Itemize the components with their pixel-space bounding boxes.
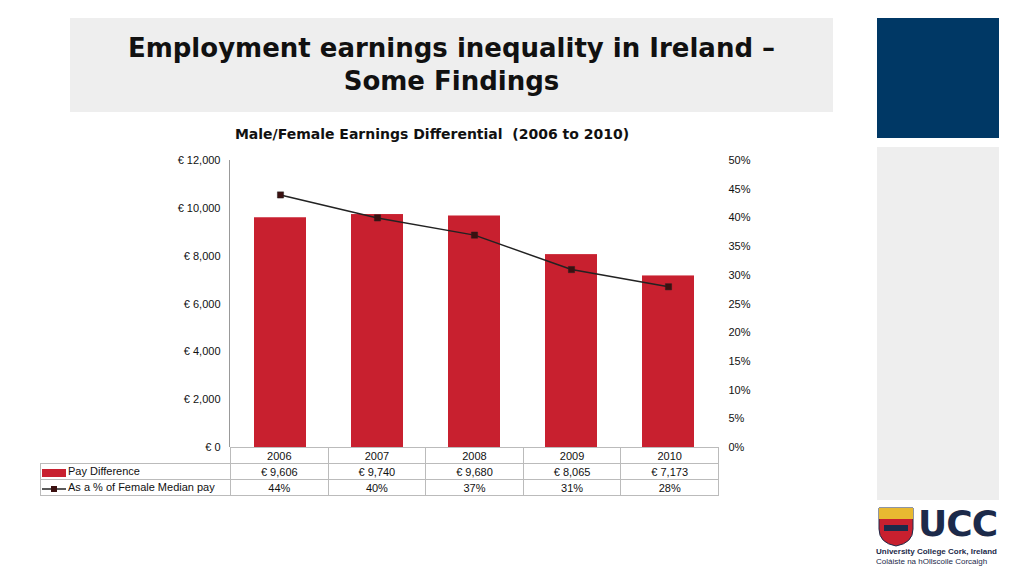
html-text:Coláiste na hOllscoile Corcaig: Coláiste na hOllscoile Corcaigh — [876, 557, 988, 566]
svg-text:0%: 0% — [729, 441, 745, 452]
html-text:€ 9,740: € 9,740 — [358, 465, 396, 478]
svg-text:15%: 15% — [729, 355, 751, 367]
svg-text:40%: 40% — [729, 211, 751, 223]
svg-text:€ 12,000: € 12,000 — [178, 154, 221, 166]
svg-text:30%: 30% — [729, 269, 751, 281]
html-text:As a % of Female Median pay: As a % of Female Median pay — [68, 481, 215, 494]
svg-text:€ 6,000: € 6,000 — [184, 298, 221, 310]
svg-text:20%: 20% — [729, 326, 751, 338]
svg-text:5%: 5% — [729, 412, 745, 424]
svg-text:€ 2,000: € 2,000 — [184, 393, 221, 405]
svg-text:€ 4,000: € 4,000 — [184, 345, 221, 357]
html-text:€ 9,606: € 9,606 — [260, 465, 298, 478]
html-text:UCC: UCC — [918, 503, 998, 544]
html-text:31%: 31% — [561, 481, 584, 494]
svg-text:45%: 45% — [729, 183, 751, 195]
html-text:2006: 2006 — [267, 449, 292, 462]
html-text:€ 7,173: € 7,173 — [651, 465, 688, 478]
html-text:Employment earnings inequality: Employment earnings inequality in Irelan… — [127, 33, 776, 96]
html-text:Male/Female Earnings Different: Male/Female Earnings Differential (2006 … — [234, 126, 630, 142]
svg-text:10%: 10% — [729, 384, 751, 396]
html-text:€ 9,680: € 9,680 — [456, 465, 493, 478]
html-text:University College Cork, Irela: University College Cork, Ireland — [876, 547, 997, 556]
html-text:Pay Difference: Pay Difference — [68, 465, 140, 478]
html-text:2008: 2008 — [462, 449, 487, 462]
svg-text:€ 0: € 0 — [205, 441, 220, 452]
html-text:28%: 28% — [658, 481, 681, 494]
svg-text:25%: 25% — [729, 298, 751, 310]
html-text:44%: 44% — [268, 481, 291, 494]
html-text:2010: 2010 — [657, 449, 682, 462]
html-text:37%: 37% — [463, 481, 486, 494]
html-text:40%: 40% — [365, 481, 388, 494]
svg-text:€ 8,000: € 8,000 — [184, 250, 221, 262]
html-text:2007: 2007 — [364, 449, 390, 462]
html-text:2009: 2009 — [559, 449, 585, 462]
svg-text:50%: 50% — [729, 154, 751, 166]
svg-text:35%: 35% — [729, 240, 751, 252]
svg-text:€ 10,000: € 10,000 — [178, 202, 221, 214]
html-text:€ 8,065: € 8,065 — [553, 465, 591, 478]
